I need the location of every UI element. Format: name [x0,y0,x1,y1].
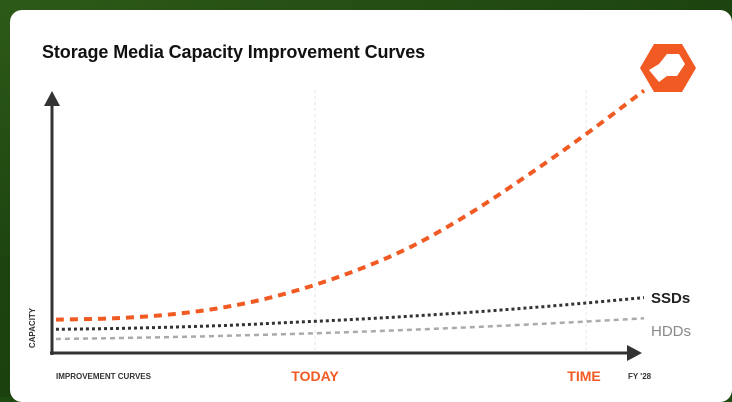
x-marker-today: TODAY [291,368,339,384]
x-marker-time: TIME [567,368,600,384]
capacity-curve-hdds [55,317,645,341]
capacity-curve-ssds [55,296,645,331]
series-layer [55,88,646,341]
series-label-hdds: HDDs [651,323,691,340]
capacity-chart: CAPACITY IMPROVEMENT CURVES TODAY TIME F… [28,44,696,384]
y-axis-label: CAPACITY [28,307,37,348]
series-label-ssds: SSDs [651,290,690,307]
capacity-curve-primary [55,88,646,322]
x-axis-label: IMPROVEMENT CURVES [56,372,152,381]
x-marker-fy28: FY '28 [628,372,652,381]
pure-storage-logo-icon [640,44,696,92]
chart-card: Storage Media Capacity Improvement Curve… [10,10,732,402]
x-axis-arrow [627,345,642,361]
y-axis-arrow [44,91,60,106]
chart-title: Storage Media Capacity Improvement Curve… [42,42,426,62]
